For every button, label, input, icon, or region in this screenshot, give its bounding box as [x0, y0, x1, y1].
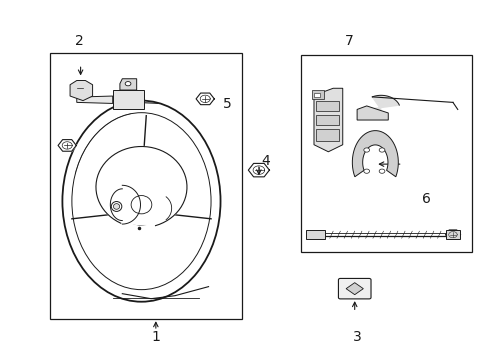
- Bar: [316, 115, 339, 125]
- Bar: [301, 55, 471, 252]
- Ellipse shape: [113, 204, 120, 209]
- Polygon shape: [313, 88, 342, 152]
- Bar: [316, 100, 339, 111]
- Polygon shape: [366, 95, 399, 109]
- Text: 6: 6: [421, 192, 430, 206]
- Ellipse shape: [378, 169, 384, 173]
- Ellipse shape: [72, 113, 211, 290]
- Polygon shape: [445, 230, 459, 239]
- Polygon shape: [70, 81, 92, 100]
- Text: 2: 2: [75, 33, 83, 48]
- Text: 4: 4: [261, 154, 270, 168]
- Text: 3: 3: [352, 330, 361, 344]
- Ellipse shape: [62, 101, 220, 302]
- Polygon shape: [77, 96, 112, 103]
- Ellipse shape: [131, 195, 151, 214]
- Text: 7: 7: [344, 33, 353, 48]
- Polygon shape: [58, 140, 76, 151]
- Ellipse shape: [378, 148, 384, 152]
- Ellipse shape: [363, 169, 369, 173]
- Polygon shape: [352, 131, 398, 177]
- Polygon shape: [248, 163, 269, 177]
- Polygon shape: [120, 79, 136, 90]
- Polygon shape: [356, 106, 387, 120]
- Polygon shape: [112, 90, 143, 109]
- Bar: [316, 129, 339, 141]
- Bar: [50, 53, 242, 319]
- Polygon shape: [346, 283, 363, 294]
- Ellipse shape: [125, 82, 131, 86]
- Polygon shape: [305, 230, 325, 239]
- Ellipse shape: [363, 148, 369, 152]
- Polygon shape: [96, 147, 186, 226]
- Text: 5: 5: [223, 97, 231, 111]
- FancyBboxPatch shape: [338, 278, 370, 299]
- Ellipse shape: [118, 184, 164, 225]
- Bar: [314, 93, 320, 97]
- Ellipse shape: [111, 202, 122, 211]
- Text: 1: 1: [151, 330, 160, 344]
- Bar: [311, 90, 323, 99]
- Polygon shape: [196, 93, 214, 105]
- Polygon shape: [445, 230, 460, 239]
